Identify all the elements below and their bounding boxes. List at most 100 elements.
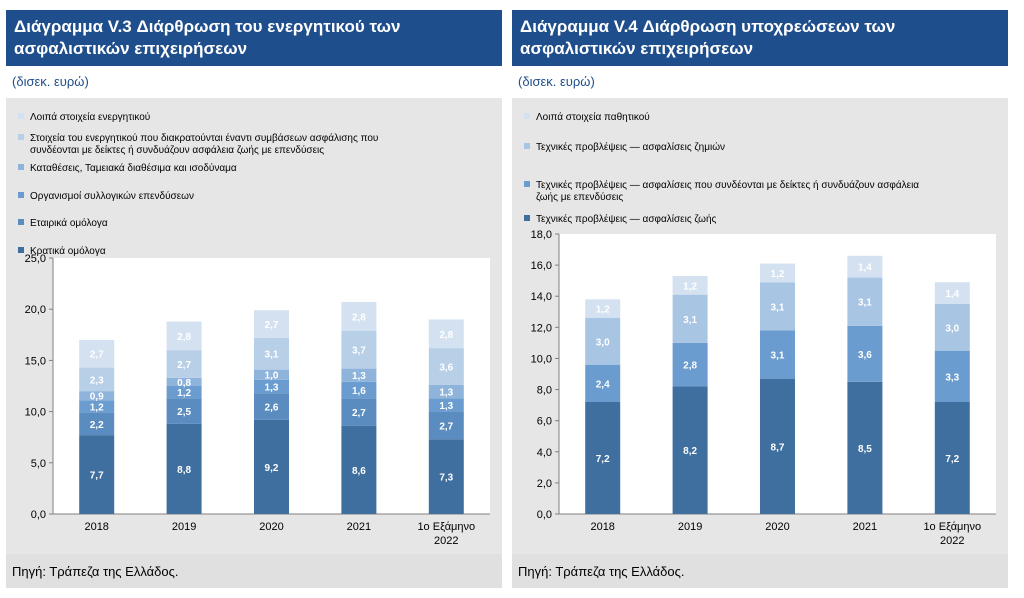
bar-segment [166, 377, 202, 386]
data-label: 3,1 [265, 350, 279, 361]
data-label: 2,3 [90, 375, 104, 386]
data-label: 8,2 [683, 446, 697, 457]
bar-segment [760, 330, 795, 379]
bar-segment [254, 369, 289, 380]
y-tick-label: 5,0 [31, 458, 46, 470]
bar-segment [166, 386, 202, 399]
bar-segment [672, 386, 708, 514]
bar-segment [934, 282, 970, 304]
bar-segment [760, 282, 795, 331]
x-tick-label: 2018 [590, 521, 614, 533]
data-label: 9,2 [265, 463, 279, 474]
data-label: 1,4 [858, 263, 872, 274]
data-label: 3,7 [352, 346, 366, 357]
data-label: 3,0 [596, 337, 610, 348]
data-label: 1,2 [177, 388, 191, 399]
y-tick-label: 0,0 [537, 509, 552, 521]
bar-segment [847, 255, 883, 278]
bar-segment [428, 384, 464, 399]
legend-swatch [18, 192, 24, 198]
data-label: 8,7 [771, 442, 785, 453]
legend-label: Κρατικά ομόλογα [30, 245, 106, 257]
y-tick-label: 18,0 [531, 229, 552, 241]
data-label: 8,8 [177, 465, 191, 476]
data-label: 2,6 [265, 402, 279, 413]
data-label: 2,7 [439, 421, 453, 432]
data-label: 3,1 [683, 315, 697, 326]
unit-label: (δισεκ. ευρώ) [12, 74, 89, 89]
bar-segment [672, 342, 708, 387]
legend-swatch [18, 219, 24, 225]
y-tick-label: 8,0 [537, 385, 552, 397]
bar-segment [934, 350, 970, 402]
bar-segment [341, 398, 377, 426]
x-tick-label: 2019 [172, 521, 196, 533]
legend-label: ζωής με επενδύσεις [536, 191, 623, 203]
data-label: 1,3 [439, 401, 453, 412]
data-label: 0,8 [177, 378, 191, 389]
data-label: 3,6 [858, 350, 872, 361]
data-label: 3,1 [771, 351, 785, 362]
legend-label: Καταθέσεις, Ταμειακά διαθέσιμα και ισοδύ… [30, 162, 237, 174]
data-label: 1,3 [352, 371, 366, 382]
data-label: 2,7 [352, 408, 366, 419]
bar-segment [672, 276, 708, 295]
bar-segment [254, 337, 289, 370]
source-note: Πηγή: Τράπεζα της Ελλάδος. [512, 554, 1008, 588]
data-label: 3,6 [439, 363, 453, 374]
data-label: 1,4 [945, 289, 959, 300]
x-tick-label: 2019 [678, 521, 702, 533]
legend-swatch [524, 181, 530, 187]
bar-segment [428, 398, 464, 412]
legend-swatch [524, 215, 530, 221]
legend-label: Τεχνικές προβλέψεις — ασφαλίσεις ζωής [536, 213, 717, 225]
data-label: 7,2 [596, 454, 610, 465]
data-label: 3,3 [945, 372, 959, 383]
bar-segment [166, 398, 202, 424]
data-label: 0,9 [90, 392, 104, 403]
data-label: 2,5 [177, 407, 191, 418]
bar-segment [847, 381, 883, 514]
data-label: 1,3 [439, 388, 453, 399]
x-tick-label: 2022 [434, 535, 458, 547]
y-tick-label: 14,0 [531, 291, 552, 303]
bar-segment [341, 381, 377, 399]
data-label: 1,2 [596, 305, 610, 316]
source-note: Πηγή: Τράπεζα της Ελλάδος. [6, 554, 502, 588]
bar-segment [760, 378, 795, 514]
bar-segment [254, 379, 289, 394]
x-tick-label: 2020 [259, 521, 283, 533]
data-label: 2,4 [596, 379, 610, 390]
data-label: 2,8 [177, 332, 191, 343]
bar-segment [341, 425, 377, 514]
bar-segment [428, 348, 464, 385]
bar-segment [847, 277, 883, 326]
y-tick-label: 20,0 [25, 304, 46, 316]
data-label: 1,0 [265, 371, 279, 382]
x-tick-label: 1ο Εξάμηνο [923, 521, 981, 533]
legend-label: Τεχνικές προβλέψεις — ασφαλίσεις που συν… [536, 179, 919, 191]
legend-swatch [18, 164, 24, 170]
y-tick-label: 10,0 [531, 353, 552, 365]
bar-segment [79, 400, 115, 413]
bar-segment [254, 310, 289, 338]
data-label: 3,1 [858, 298, 872, 309]
bar-segment [847, 325, 883, 382]
legend-swatch [524, 113, 530, 119]
legend-label: συνδέονται με δείκτες ή συνδυάζουν ασφάλ… [30, 144, 324, 156]
bar-segment [166, 423, 202, 514]
legend-label: Λοιπά στοιχεία παθητικού [536, 111, 650, 123]
plot-area: 0,0 2,0 4,0 6,0 8,0 10,0 12,0 14,0 16,0 18,0 7,2 2,… [512, 98, 1008, 554]
x-tick-label: 2021 [853, 521, 877, 533]
bar-segment [254, 419, 289, 514]
data-label: 1,2 [90, 402, 104, 413]
bar-segment [166, 321, 202, 351]
data-label: 2,8 [683, 361, 697, 372]
bar-segment [79, 412, 115, 436]
x-tick-label: 1ο Εξάμηνο [417, 521, 475, 533]
data-label: 3,1 [771, 302, 785, 313]
data-label: 7,7 [90, 471, 104, 482]
x-tick-label: 2022 [940, 535, 964, 547]
bar-segment [79, 367, 115, 392]
legend-label: Στοιχεία του ενεργητικού που διακρατούντ… [30, 132, 378, 144]
